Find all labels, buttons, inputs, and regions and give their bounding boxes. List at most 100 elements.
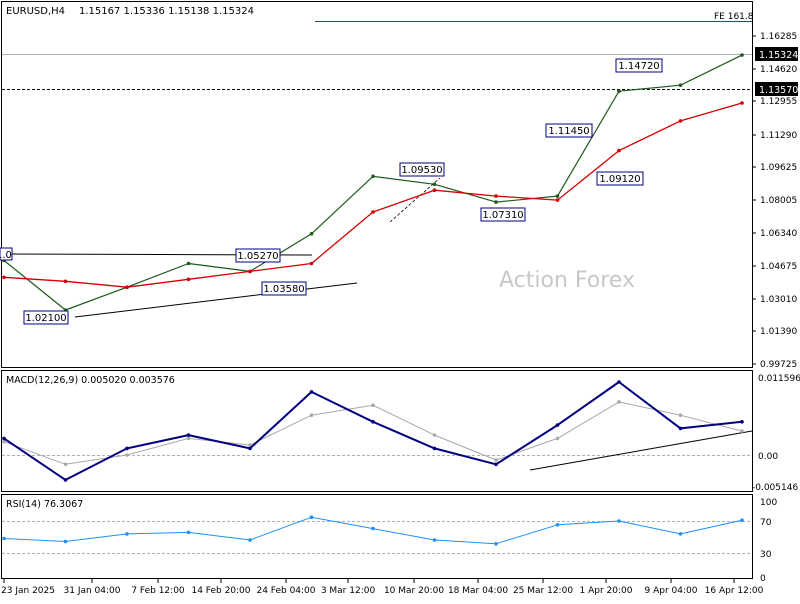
price-label-group: 1.02100 1.03580 1.05270 1.09530 1.07310 … — [0, 58, 663, 325]
svg-text:1.14720: 1.14720 — [618, 61, 659, 72]
price-line-point — [740, 53, 744, 57]
rsi-label: RSI(14) 76.3067 — [6, 499, 83, 510]
y-tick: 0.011596 — [758, 374, 800, 384]
svg-text:1.11450: 1.11450 — [548, 126, 589, 137]
y-tick: 30 — [760, 550, 772, 560]
x-tick: 14 Feb 20:00 — [191, 586, 250, 596]
dashed-trendline[interactable] — [389, 177, 441, 223]
moving-average-line-point — [678, 119, 683, 123]
current-price-tag: 1.15324 — [755, 47, 798, 61]
macd-signal-line-point — [371, 403, 375, 408]
fib-extension-label: FE 161.8 — [714, 12, 754, 22]
y-tick: 1.11290 — [760, 131, 797, 141]
price-label-1-09530: 1.09530 — [399, 162, 445, 177]
macd-signal-line-point — [2, 439, 6, 444]
svg-text:1.02100: 1.02100 — [25, 313, 66, 324]
price-line-point — [309, 232, 314, 236]
y-tick: 1.04675 — [760, 262, 797, 272]
macd-line-point — [555, 423, 560, 427]
y-tick: 1.08005 — [760, 196, 797, 206]
price-line-point — [678, 83, 683, 87]
moving-average-line-point — [432, 188, 437, 192]
macd-panel-frame — [1, 370, 753, 492]
price-line-point — [494, 200, 498, 204]
macd-signal-line-point — [678, 413, 683, 418]
rsi-line-point — [2, 536, 6, 541]
x-tick: 16 Apr 12:00 — [705, 586, 764, 596]
price-label-1-03580: 1.03580 — [261, 281, 307, 296]
macd-signal-line-point — [125, 453, 129, 457]
macd-label: MACD(12,26,9) 0.005020 0.003576 — [6, 375, 175, 386]
macd-signal-line-point — [63, 462, 68, 467]
x-tick: 31 Jan 04:00 — [64, 586, 121, 596]
macd-signal-line-point — [309, 413, 314, 418]
macd-line-point — [371, 420, 375, 424]
ohlc-readout: 1.15167 1.15336 1.15138 1.15324 — [79, 6, 254, 17]
svg-text:1.05270: 1.05270 — [237, 251, 278, 262]
y-tick: 1.09625 — [760, 163, 797, 173]
price-label-left-partial: 1.0 — [0, 247, 13, 261]
y-tick: 1.12955 — [760, 97, 797, 107]
macd-line-point — [125, 446, 129, 451]
moving-average-line-point — [555, 198, 560, 202]
macd-line-point — [309, 390, 314, 394]
x-tick: 9 Apr 04:00 — [645, 586, 698, 596]
x-tick: 7 Feb 12:00 — [131, 586, 185, 596]
y-tick: 0 — [760, 574, 766, 584]
price-label-1-11450: 1.11450 — [545, 123, 593, 138]
macd-signal-line-point — [555, 436, 560, 441]
rsi-line-point — [309, 515, 314, 519]
x-tick: 10 Mar 20:00 — [384, 586, 444, 596]
moving-average-line-point — [494, 194, 498, 198]
macd-line — [3, 381, 743, 481]
macd-signal-line-point — [740, 429, 744, 433]
svg-text:1.09530: 1.09530 — [401, 165, 442, 176]
price-line-point — [371, 174, 375, 179]
macd-line-point — [432, 446, 437, 451]
price-series-layer — [2, 53, 744, 312]
price-line-point — [432, 182, 437, 187]
macd-support-trendline[interactable] — [529, 430, 753, 471]
moving-average-line-point — [371, 210, 375, 214]
y-tick: 1.06340 — [760, 229, 797, 239]
svg-text:1.09120: 1.09120 — [599, 174, 640, 185]
rsi-line-point — [555, 523, 560, 527]
moving-average-line-point — [740, 101, 744, 105]
price-label-1-14720: 1.14720 — [615, 58, 663, 73]
moving-average-line-point — [309, 261, 314, 266]
x-tick: 3 Mar 12:00 — [321, 586, 376, 596]
macd-line-point — [740, 420, 744, 424]
x-tick: 18 Mar 04:00 — [448, 586, 508, 596]
macd-line-point — [2, 436, 6, 441]
svg-text:1.03580: 1.03580 — [263, 284, 304, 295]
moving-average-line-point — [186, 277, 191, 282]
svg-text:1.13570: 1.13570 — [759, 85, 798, 96]
support-trendline[interactable] — [74, 282, 358, 318]
price-label-1-05270: 1.05270 — [235, 248, 281, 263]
moving-average-line-point — [248, 269, 252, 274]
rsi-series-layer — [2, 515, 744, 546]
y-tick: 1.14620 — [760, 65, 797, 75]
y-tick: 1.01390 — [760, 327, 797, 337]
rsi-line-point — [248, 538, 252, 542]
price-label-1-09120: 1.09120 — [596, 171, 644, 186]
symbol-label: EURUSD,H4 — [6, 6, 65, 17]
rsi-line-point — [740, 518, 744, 522]
main-panel-frame — [1, 1, 753, 368]
rsi-line-point — [186, 530, 191, 535]
y-tick: 0.99725 — [760, 360, 797, 370]
price-label-1-07310: 1.07310 — [480, 207, 526, 222]
rsi-line-point — [494, 542, 498, 546]
rsi-line-point — [678, 532, 683, 536]
macd-line-point — [494, 462, 498, 467]
x-tick: 24 Feb 04:00 — [256, 586, 315, 596]
x-axis: 23 Jan 2025 31 Jan 04:00 7 Feb 12:00 14 … — [1, 579, 764, 596]
macd-line-point — [617, 380, 621, 384]
x-tick: 25 Mar 12:00 — [513, 586, 573, 596]
svg-text:1.07310: 1.07310 — [482, 210, 523, 221]
price-line-point — [617, 89, 621, 93]
y-tick: 70 — [760, 518, 772, 528]
macd-signal-line-point — [432, 433, 437, 437]
